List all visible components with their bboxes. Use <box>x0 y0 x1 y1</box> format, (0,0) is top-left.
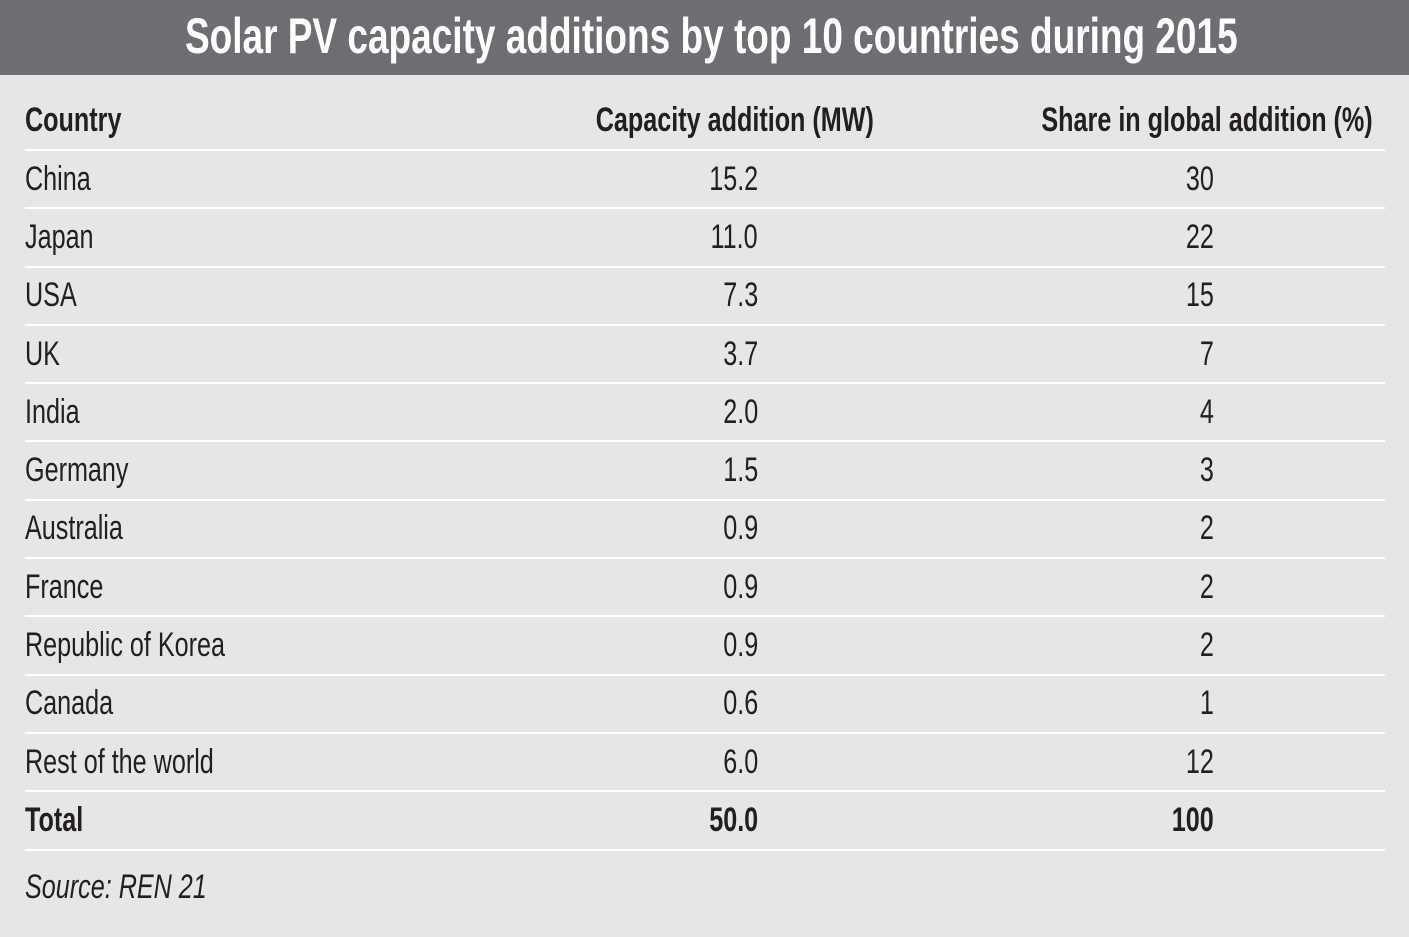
source-note: Source: REN 21 <box>25 868 271 907</box>
country-cell-text: Canada <box>25 684 114 723</box>
share-cell-text: 2 <box>1199 567 1214 606</box>
country-cell-text: USA <box>25 276 77 315</box>
header-share-text: Share in global addition (%) <box>1041 101 1373 139</box>
header-capacity-text: Capacity addition (MW) <box>595 101 874 139</box>
share-cell: 2 <box>1195 559 1214 615</box>
capacity-cell: 6.0 <box>711 734 758 790</box>
capacity-cell: 1.5 <box>711 442 758 498</box>
share-cell-text: 3 <box>1199 451 1214 490</box>
country-cell-text: Total <box>25 800 84 839</box>
chart-title-text: Solar PV capacity additions by top 10 co… <box>184 8 1238 64</box>
country-cell: Germany <box>25 442 165 498</box>
share-cell-text: 100 <box>1172 800 1214 839</box>
table-row: China 15.2 30 <box>25 151 1385 210</box>
capacity-cell: 11.0 <box>694 209 758 265</box>
share-cell: 100 <box>1157 792 1214 848</box>
share-cell-text: 1 <box>1199 684 1214 723</box>
table-row: Republic of Korea 0.9 2 <box>25 617 1385 676</box>
country-cell-text: Australia <box>25 509 123 548</box>
table-row: Japan 11.0 22 <box>25 209 1385 268</box>
country-cell-text: UK <box>25 334 60 373</box>
capacity-cell: 0.6 <box>711 676 758 732</box>
data-table: Country Capacity addition (MW) Share in … <box>25 92 1385 851</box>
capacity-cell-text: 6.0 <box>723 742 758 781</box>
share-cell: 7 <box>1195 326 1214 382</box>
capacity-cell-text: 11.0 <box>710 217 758 256</box>
country-cell-text: Republic of Korea <box>25 626 226 665</box>
table-row: France 0.9 2 <box>25 559 1385 618</box>
country-cell: Total <box>25 792 104 848</box>
table-row: India 2.0 4 <box>25 384 1385 443</box>
table-row: UK 3.7 7 <box>25 326 1385 385</box>
country-cell: Australia <box>25 501 157 557</box>
capacity-cell-text: 0.9 <box>723 567 758 606</box>
capacity-cell-text: 0.6 <box>723 684 758 723</box>
share-cell: 30 <box>1176 151 1214 207</box>
share-cell: 15 <box>1176 268 1214 324</box>
share-cell: 1 <box>1195 676 1214 732</box>
country-cell: USA <box>25 268 95 324</box>
capacity-cell: 0.9 <box>711 559 758 615</box>
share-cell: 4 <box>1195 384 1214 440</box>
header-share: Share in global addition (%) <box>925 92 1373 149</box>
table-row: USA 7.3 15 <box>25 268 1385 326</box>
share-cell-text: 7 <box>1199 334 1214 373</box>
table-row: Canada 0.6 1 <box>25 676 1385 734</box>
capacity-cell: 2.0 <box>711 384 758 440</box>
country-cell: China <box>25 151 114 207</box>
capacity-cell-text: 15.2 <box>709 159 758 198</box>
share-cell: 2 <box>1195 501 1214 557</box>
country-cell-text: Germany <box>25 451 129 490</box>
country-cell-text: Rest of the world <box>25 742 214 781</box>
share-cell: 22 <box>1176 209 1214 265</box>
header-country: Country <box>25 92 155 149</box>
country-cell-text: France <box>25 567 104 606</box>
table-row: Australia 0.9 2 <box>25 501 1385 560</box>
table-row: Germany 1.5 3 <box>25 442 1385 501</box>
capacity-cell: 0.9 <box>711 501 758 557</box>
country-cell: Japan <box>25 209 118 265</box>
capacity-cell-text: 0.9 <box>723 626 758 665</box>
chart-title: Solar PV capacity additions by top 10 co… <box>0 6 1409 66</box>
share-cell: 2 <box>1195 617 1214 673</box>
country-cell-text: Japan <box>25 217 94 256</box>
header-capacity: Capacity addition (MW) <box>498 92 874 149</box>
share-cell-text: 30 <box>1186 159 1214 198</box>
capacity-cell-text: 1.5 <box>723 451 758 490</box>
country-cell: India <box>25 384 99 440</box>
table-total-row: Total 50.0 100 <box>25 792 1385 851</box>
capacity-cell-text: 3.7 <box>723 334 758 373</box>
country-cell: France <box>25 559 131 615</box>
country-cell: UK <box>25 326 72 382</box>
share-cell-text: 12 <box>1186 742 1214 781</box>
country-cell-text: India <box>25 392 80 431</box>
country-cell-text: China <box>25 159 91 198</box>
share-cell: 3 <box>1195 442 1214 498</box>
capacity-cell-text: 0.9 <box>723 509 758 548</box>
capacity-cell-text: 7.3 <box>723 276 758 315</box>
share-cell-text: 2 <box>1199 626 1214 665</box>
capacity-cell: 3.7 <box>711 326 758 382</box>
source-text: Source: REN 21 <box>25 868 207 906</box>
share-cell-text: 2 <box>1199 509 1214 548</box>
header-country-text: Country <box>25 101 122 139</box>
table-row: Rest of the world 6.0 12 <box>25 734 1385 793</box>
share-cell-text: 15 <box>1186 276 1214 315</box>
country-cell: Rest of the world <box>25 734 280 790</box>
capacity-cell-text: 50.0 <box>709 800 758 839</box>
title-bar: Solar PV capacity additions by top 10 co… <box>0 0 1409 75</box>
capacity-cell: 0.9 <box>711 617 758 673</box>
share-cell: 12 <box>1176 734 1214 790</box>
capacity-cell: 7.3 <box>711 268 758 324</box>
capacity-cell-text: 2.0 <box>723 392 758 431</box>
share-cell-text: 4 <box>1199 392 1214 431</box>
capacity-cell: 15.2 <box>692 151 758 207</box>
country-cell: Canada <box>25 676 144 732</box>
country-cell: Republic of Korea <box>25 617 295 673</box>
table-header-row: Country Capacity addition (MW) Share in … <box>25 92 1385 151</box>
capacity-cell: 50.0 <box>692 792 758 848</box>
share-cell-text: 22 <box>1186 217 1214 256</box>
